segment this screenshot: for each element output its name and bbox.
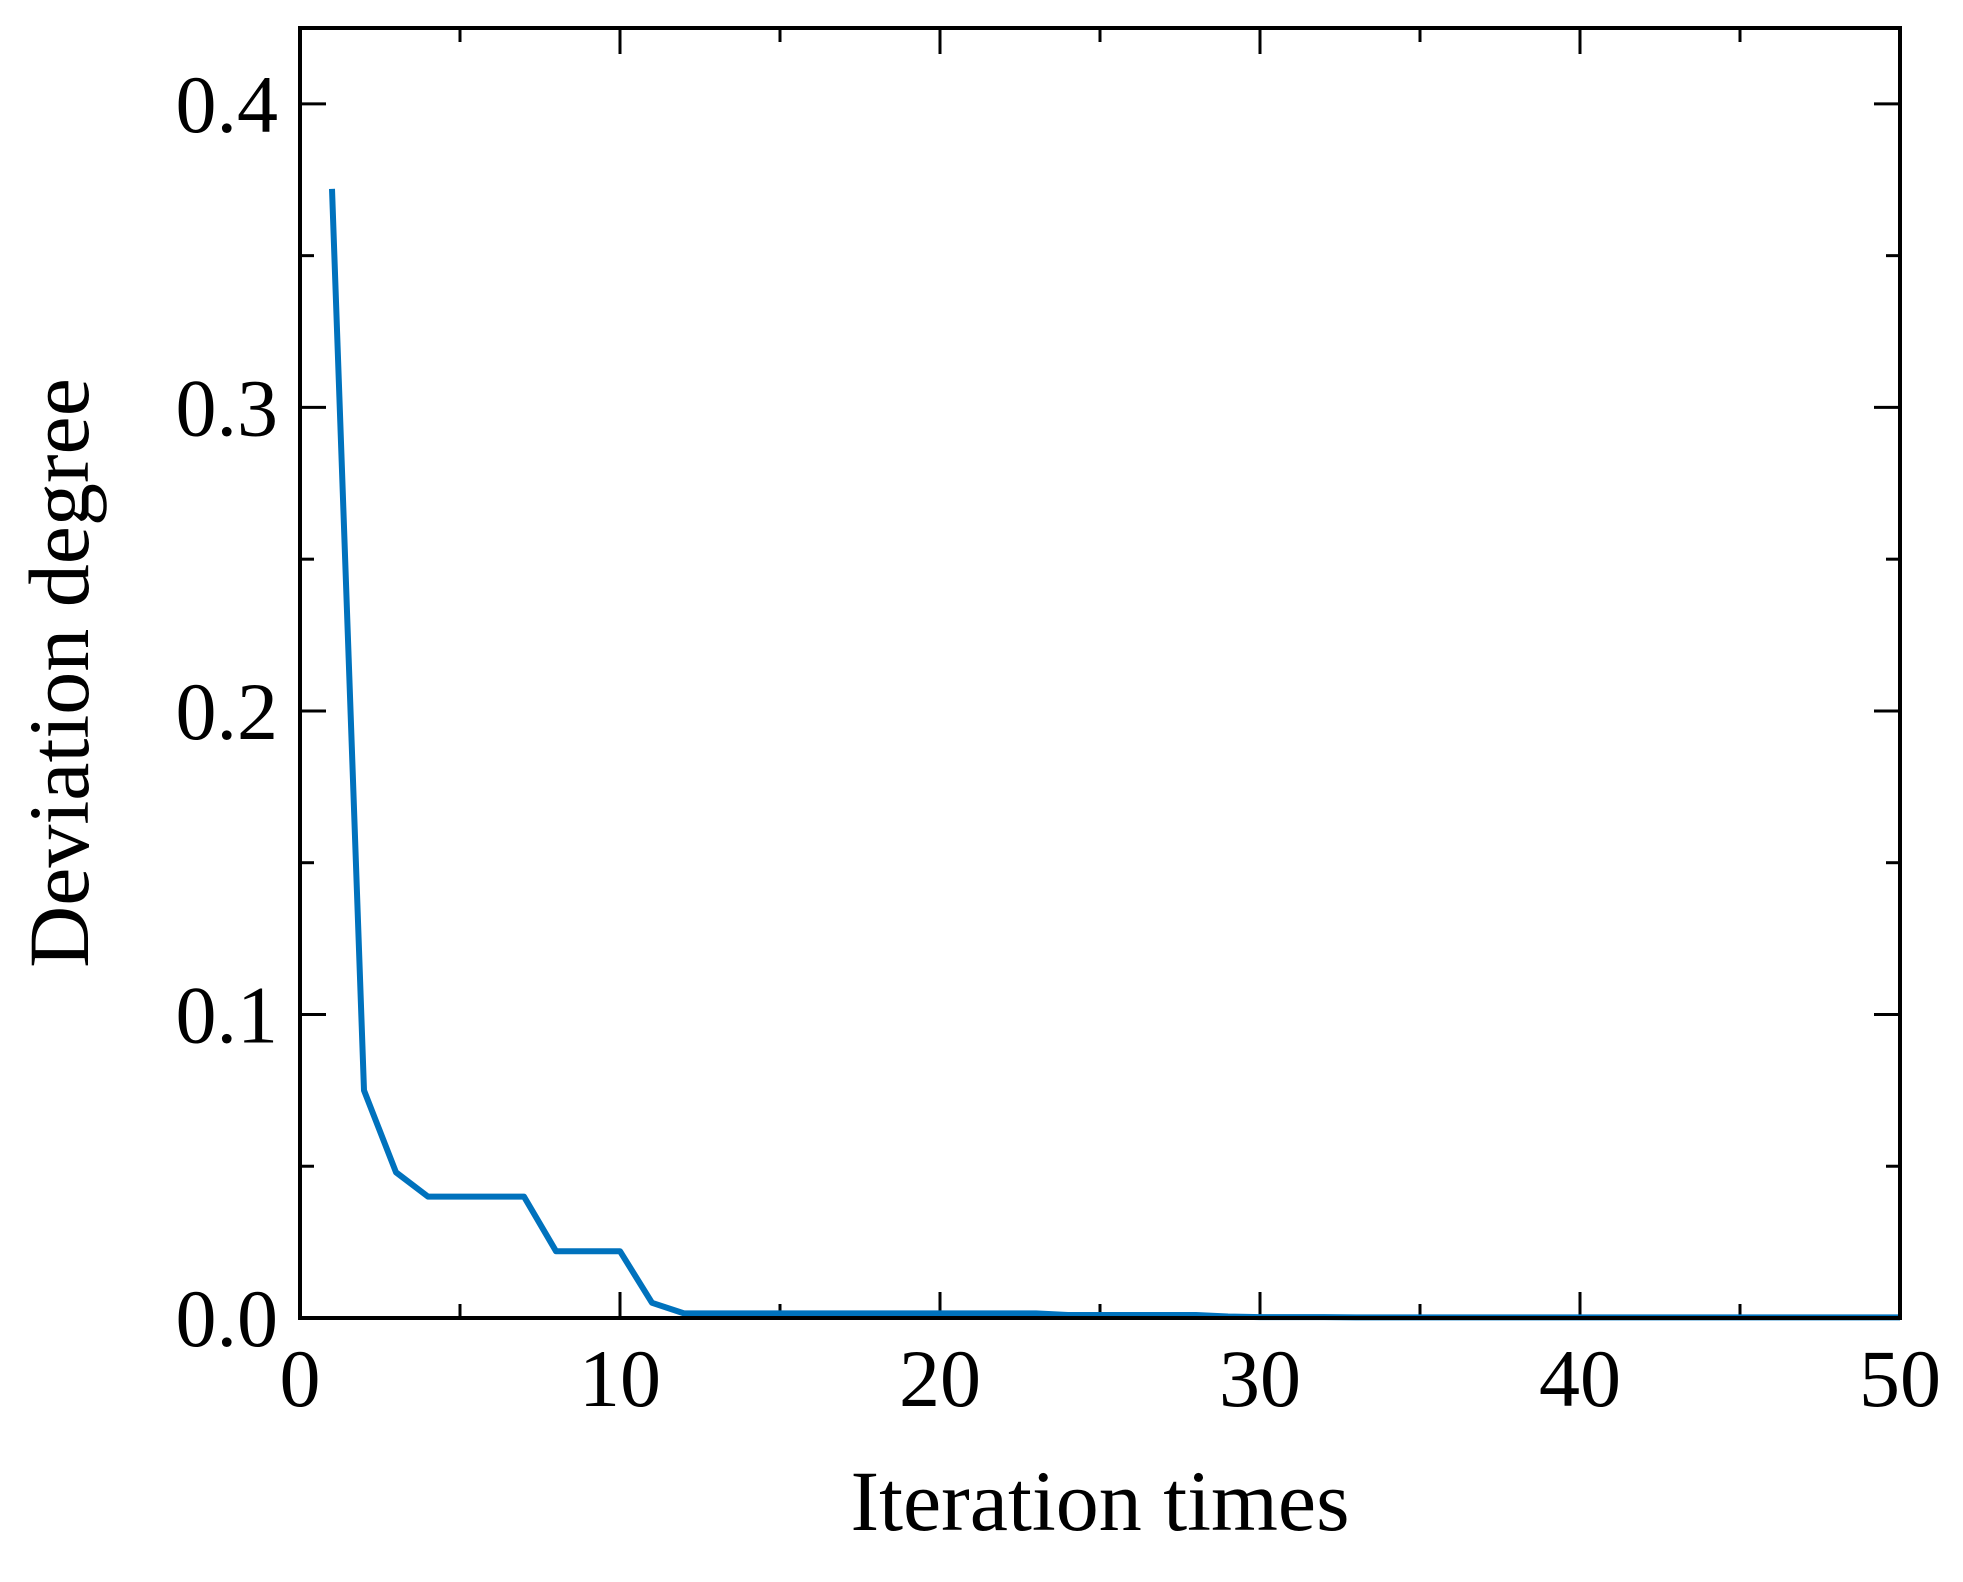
- x-tick-label: 50: [1859, 1333, 1941, 1424]
- labels-layer: 0 10 20 30 40 50 0.0 0.1 0.2 0.3 0.4: [176, 59, 1942, 1424]
- plot-frame: [298, 26, 1902, 1320]
- series-layer: [329, 188, 1900, 1321]
- y-tick-label: 0.3: [176, 362, 279, 453]
- y-tick-label: 0.4: [176, 59, 279, 150]
- x-tick-label: 40: [1539, 1333, 1621, 1424]
- ticks-layer: [298, 28, 1902, 1320]
- x-tick-label: 30: [1219, 1333, 1301, 1424]
- x-tick-label: 0: [280, 1333, 321, 1424]
- y-tick-label: 0.2: [176, 666, 279, 757]
- x-axis-label: Iteration times: [850, 1453, 1349, 1549]
- y-axis-label: Deviation degree: [11, 378, 107, 968]
- y-tick-label: 0.1: [176, 969, 279, 1060]
- y-tick-label: 0.0: [176, 1273, 279, 1364]
- x-tick-label: 10: [579, 1333, 661, 1424]
- series-line: [329, 188, 1900, 1321]
- x-tick-label: 20: [899, 1333, 981, 1424]
